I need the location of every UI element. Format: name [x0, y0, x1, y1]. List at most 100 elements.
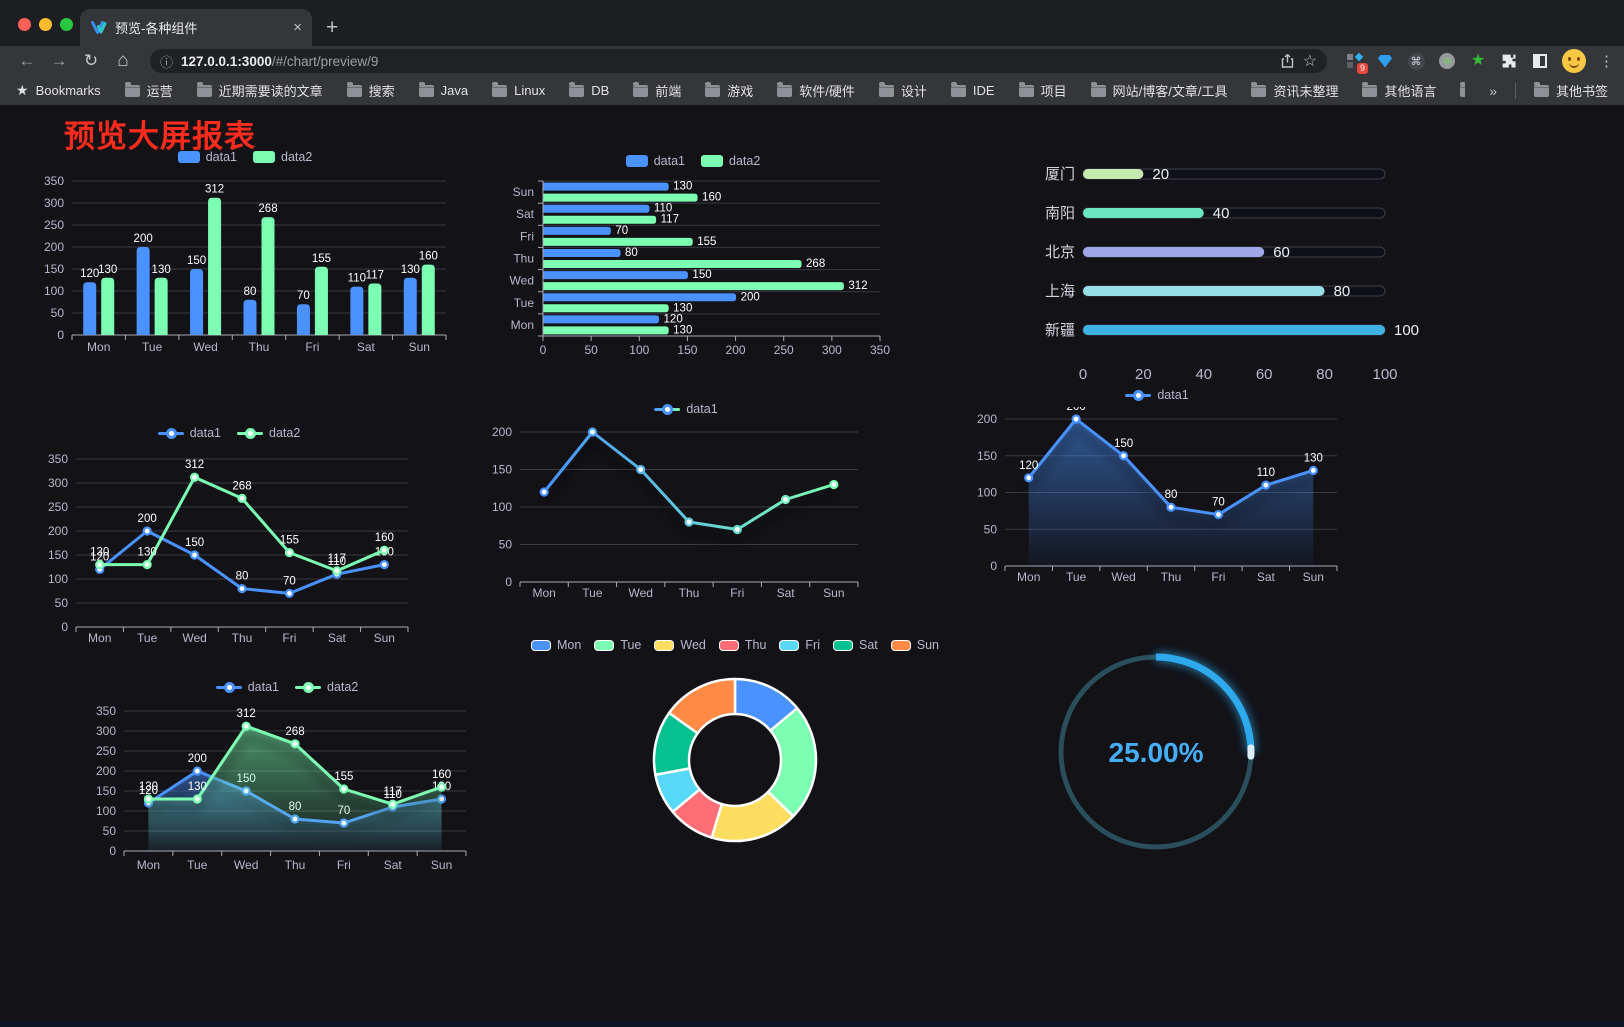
legend-item-Mon[interactable]: Mon	[530, 638, 581, 652]
bookmarks-manager[interactable]: ★ Bookmarks	[16, 82, 101, 99]
new-tab-button[interactable]: +	[326, 16, 339, 39]
bookmark-folder[interactable]: PHP	[1460, 81, 1466, 98]
bookmark-folder-label: 运营	[146, 84, 173, 99]
tab-bar: 预览-各种组件 × +	[0, 0, 1624, 46]
legend-item-data2[interactable]: data2	[295, 680, 358, 694]
bookmark-folder[interactable]: IDE	[950, 81, 995, 98]
bookmark-folder-label: 游戏	[727, 84, 754, 99]
bookmark-star-icon[interactable]: ☆	[1302, 53, 1317, 70]
legend-item-data1[interactable]: data1	[625, 154, 685, 168]
back-button[interactable]: ←	[18, 51, 36, 70]
donut-chart-canvas[interactable]	[552, 657, 918, 861]
other-bookmarks[interactable]: 其他书签	[1533, 81, 1608, 100]
bookmark-folder[interactable]: 前端	[633, 81, 681, 100]
bookmark-folder[interactable]: 游戏	[705, 81, 753, 100]
browser-menu-icon[interactable]: ⋮	[1599, 53, 1614, 70]
bookmark-folder[interactable]: Linux	[492, 81, 545, 98]
site-info-icon[interactable]: ⓘ	[160, 54, 174, 70]
legend-item-data1[interactable]: data1	[215, 680, 279, 694]
folder-icon	[346, 81, 362, 97]
close-window-button[interactable]	[18, 18, 31, 31]
extension-blocks-icon[interactable]: 9	[1345, 52, 1368, 74]
bookmark-folder[interactable]: 运营	[124, 81, 173, 100]
bookmark-folder[interactable]: 其他语言	[1362, 81, 1436, 100]
bookmark-folder[interactable]: 资讯未整理	[1251, 81, 1338, 100]
svg-text:300: 300	[44, 196, 64, 210]
legend-swatch-icon	[779, 639, 800, 651]
svg-text:60: 60	[1256, 366, 1273, 383]
bookmark-folder[interactable]: 项目	[1018, 81, 1067, 100]
legend-item-Sat[interactable]: Sat	[833, 638, 878, 652]
legend-item-Thu[interactable]: Thu	[718, 638, 766, 652]
bookmark-folder[interactable]: DB	[569, 81, 610, 98]
bookmark-folder[interactable]: 软件/硬件	[777, 81, 855, 100]
dashboard-page: 预览大屏报表 data1 data2 0 50 100 150 200 250 300 350 M…	[0, 105, 1624, 1027]
legend-item-data1[interactable]: data1	[177, 150, 237, 164]
legend-item-Fri[interactable]: Fri	[779, 638, 820, 652]
svg-text:110: 110	[1257, 467, 1275, 479]
legend-swatch-icon	[594, 639, 615, 651]
tab-title: 预览-各种组件	[115, 21, 198, 36]
url-path: /#/chart/preview/9	[271, 53, 379, 69]
share-icon[interactable]	[1280, 53, 1295, 69]
legend-item-data2[interactable]: data2	[237, 426, 300, 440]
bookmark-folder[interactable]: 搜索	[346, 81, 395, 100]
legend-item-data2[interactable]: data2	[701, 154, 760, 168]
legend-item-data1[interactable]: data1	[157, 426, 221, 440]
extension-command-icon[interactable]: ⌘	[1407, 52, 1425, 70]
legend-item-data1[interactable]: data1	[654, 402, 718, 416]
svg-text:Tue: Tue	[142, 340, 163, 354]
address-bar[interactable]: ⓘ 127.0.0.1:3000/#/chart/preview/9 ☆	[150, 49, 1327, 73]
bookmark-folder[interactable]: 网站/博客/文章/工具	[1090, 81, 1227, 100]
bookmark-folder[interactable]: 设计	[878, 81, 927, 100]
home-button[interactable]: ⌂	[117, 50, 129, 71]
legend-item-Wed[interactable]: Wed	[654, 638, 706, 652]
svg-text:南阳: 南阳	[1045, 205, 1075, 222]
gauge-chart-canvas[interactable]: 25.00%	[1044, 639, 1268, 865]
legend-label: data2	[327, 680, 359, 694]
bookmark-folder-label: 近期需要读的文章	[218, 84, 323, 99]
svg-text:117: 117	[661, 214, 679, 226]
extensions-puzzle-icon[interactable]	[1500, 52, 1518, 70]
legend-item-data2[interactable]: data2	[253, 150, 312, 164]
svg-text:Wed: Wed	[234, 858, 258, 872]
reload-button[interactable]: ↻	[83, 51, 99, 70]
dark-mode-icon[interactable]	[1531, 52, 1549, 70]
legend-item-Sun[interactable]: Sun	[890, 638, 939, 652]
progress-chart-canvas[interactable]: 厦门 20 南阳 40 北京 60 上海 80 新疆 100 0 20 40 60 80 100	[1040, 149, 1430, 399]
svg-text:Mon: Mon	[88, 631, 111, 645]
maximize-window-button[interactable]	[60, 18, 73, 31]
svg-text:50: 50	[55, 596, 69, 610]
bookmarks-overflow-chevron[interactable]: »	[1489, 82, 1497, 99]
legend-item-data1[interactable]: data1	[1125, 388, 1189, 402]
svg-text:Sat: Sat	[777, 586, 796, 600]
line-chart-canvas[interactable]: 0 50 100 150 200 Mon Tue Wed Thu Fri Sat Sun	[492, 421, 880, 613]
bookmark-folder[interactable]: Java	[418, 81, 468, 98]
bookmark-folder-label: DB	[591, 83, 610, 98]
minimize-window-button[interactable]	[39, 18, 52, 31]
svg-text:200: 200	[96, 764, 116, 778]
hbar-chart-canvas[interactable]: SunSatFriThuWedTueMon1301107080150200120…	[492, 173, 894, 365]
svg-text:Wed: Wed	[628, 586, 652, 600]
line-chart-canvas[interactable]: 0 50 100 150 200 250 300 350 Mon Tue Wed Thu Fri Sat S…	[94, 699, 480, 889]
extension-clipper-icon[interactable]: ★	[1470, 52, 1486, 69]
forward-button[interactable]: →	[50, 51, 68, 70]
area-line-chart: data1 0 50 100 150 200 Mon Tue Wed Thu Fri Sat Sun 1…	[962, 383, 1352, 605]
svg-text:200: 200	[1067, 407, 1086, 413]
legend-label: Tue	[620, 638, 642, 652]
line-chart-canvas[interactable]: 0 50 100 150 200 Mon Tue Wed Thu Fri Sat Sun 120 200 1…	[962, 407, 1352, 597]
legend-label: data1	[189, 426, 221, 440]
folder-icon	[196, 81, 212, 97]
bar-chart-canvas[interactable]: 0 50 100 150 200 250 300 350 Mon Tue Wed Thu Fri Sat S…	[36, 169, 454, 365]
svg-text:120: 120	[80, 268, 99, 280]
extension-gem-icon[interactable]	[1376, 52, 1394, 70]
line-chart-canvas[interactable]: 0 50 100 150 200 250 300 350 Mon Tue Wed Thu Fri Sat S…	[36, 445, 422, 657]
browser-tab[interactable]: 预览-各种组件 ×	[80, 9, 312, 46]
tab-close-icon[interactable]: ×	[293, 19, 302, 36]
url-text[interactable]: 127.0.0.1:3000/#/chart/preview/9	[181, 54, 1272, 69]
profile-avatar[interactable]	[1562, 49, 1586, 73]
extension-record-icon[interactable]	[1438, 52, 1456, 70]
legend-item-Tue[interactable]: Tue	[594, 638, 641, 652]
bookmark-folder[interactable]: 近期需要读的文章	[196, 81, 323, 100]
svg-text:312: 312	[205, 184, 224, 196]
